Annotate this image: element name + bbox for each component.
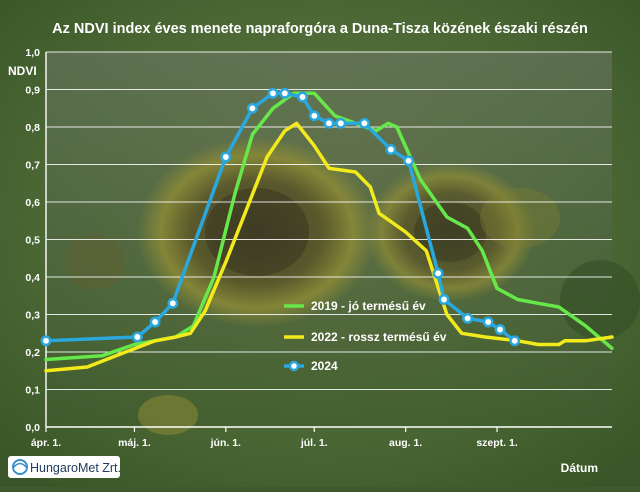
y-tick-label: 0,1 xyxy=(25,385,40,397)
data-point xyxy=(438,294,450,305)
y-axis-ticks: 0,0 0,1 0,2 0,3 0,4 0,5 0,6 0,7 0,8 0,9 1,0 xyxy=(25,47,40,434)
x-tick-label: aug. 1. xyxy=(389,437,422,449)
data-point xyxy=(297,91,308,103)
legend-label-2019: 2019 - jó termésű év xyxy=(311,299,426,313)
data-point xyxy=(335,117,347,129)
y-tick-label: 0,3 xyxy=(25,310,40,322)
y-tick-label: 0,0 xyxy=(25,422,40,434)
y-tick-label: 0,4 xyxy=(25,272,40,284)
y-axis-label: NDVI xyxy=(8,64,37,78)
x-tick-label: jún. 1. xyxy=(210,437,241,449)
data-point xyxy=(482,316,494,328)
y-tick-label: 0,5 xyxy=(25,235,40,247)
data-point xyxy=(167,297,179,309)
data-point xyxy=(323,117,335,129)
data-point xyxy=(494,324,506,335)
y-gridlines xyxy=(45,51,612,428)
hungaromet-logo: HungaroMet Zrt. xyxy=(8,456,121,478)
y-tick-label: 0,2 xyxy=(25,347,40,359)
y-tick-label: 0,7 xyxy=(25,160,40,172)
data-point xyxy=(385,144,397,155)
y-tick-label: 0,6 xyxy=(25,197,40,209)
series-2022 xyxy=(44,121,614,373)
data-point xyxy=(40,335,52,347)
x-tick-label: szept. 1. xyxy=(476,437,518,449)
logo-text: HungaroMet Zrt. xyxy=(30,461,121,475)
y-tick-label: 0,8 xyxy=(25,122,40,134)
data-point xyxy=(279,87,291,99)
data-point xyxy=(246,102,258,114)
x-axis-ticks: ápr. 1. máj. 1. jún. 1. júl. 1. aug. 1. szept… xyxy=(31,427,518,449)
chart-legend: 2019 - jó termésű év 2022 - rossz termés… xyxy=(284,299,447,373)
hungaromet-logo-icon xyxy=(12,459,28,475)
x-tick-label: júl. 1. xyxy=(300,437,328,449)
x-axis-label: Dátum xyxy=(561,461,598,475)
data-point xyxy=(358,117,370,129)
y-tick-label: 0,9 xyxy=(25,85,40,97)
legend-marker-2024 xyxy=(288,360,300,372)
data-point xyxy=(509,335,521,347)
data-point xyxy=(131,331,143,343)
series-line xyxy=(44,121,614,373)
chart-title: Az NDVI index éves menete napraforgóra a… xyxy=(52,21,588,37)
data-point xyxy=(462,312,474,324)
data-point xyxy=(220,151,232,163)
series-layer xyxy=(40,87,614,373)
data-point xyxy=(432,267,444,279)
data-point xyxy=(267,87,279,99)
series-2024 xyxy=(40,87,521,347)
data-point xyxy=(403,155,415,167)
data-point xyxy=(308,110,320,122)
legend-label-2024: 2024 xyxy=(311,359,338,373)
data-point xyxy=(149,316,161,328)
x-tick-label: máj. 1. xyxy=(118,437,151,449)
legend-label-2022: 2022 - rossz termésű év xyxy=(311,330,447,344)
y-tick-label: 1,0 xyxy=(25,47,40,59)
x-tick-label: ápr. 1. xyxy=(31,437,61,449)
